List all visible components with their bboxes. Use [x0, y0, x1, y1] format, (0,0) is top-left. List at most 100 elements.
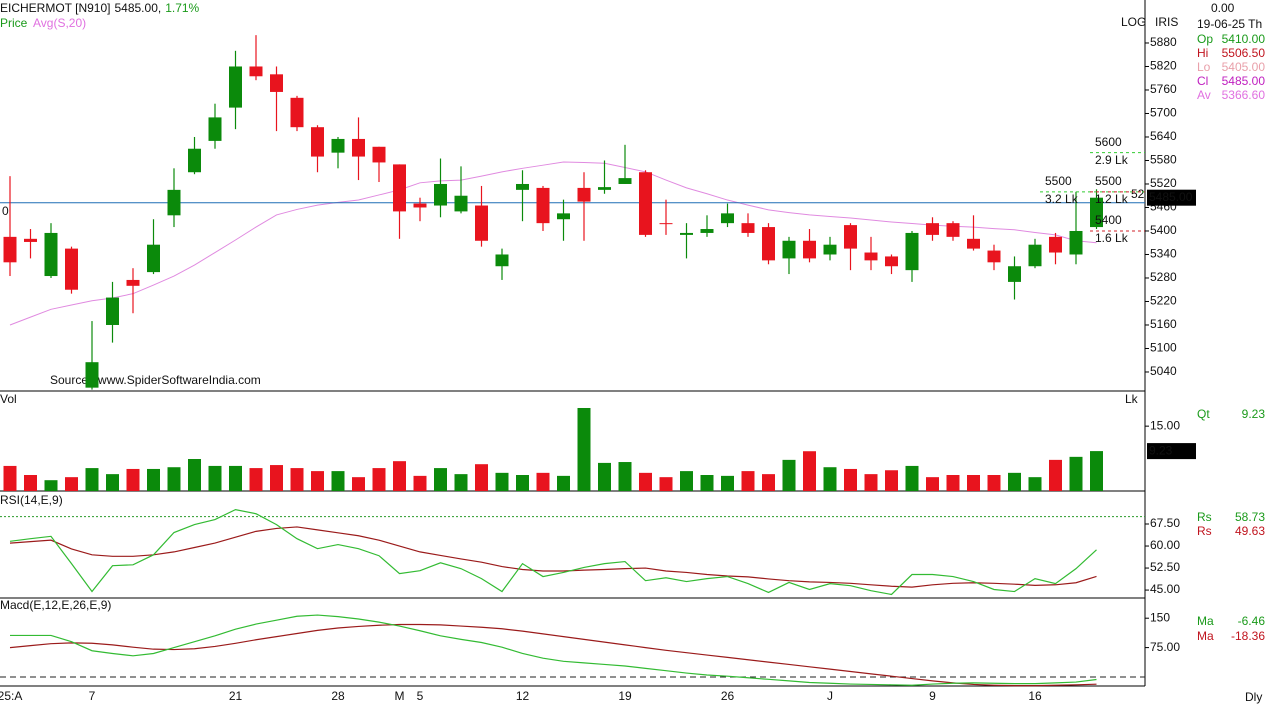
candle-body	[987, 250, 1001, 263]
volume-bar	[885, 470, 898, 491]
candle-body	[598, 187, 611, 190]
y-tick-label: 5700	[1150, 106, 1177, 120]
indicator-line	[9, 623, 1097, 687]
candle-body	[762, 227, 775, 261]
level-volume: 1.2 Lk	[1095, 192, 1129, 206]
price: 5485.00,	[114, 1, 161, 15]
x-tick-label: J	[827, 689, 833, 703]
info-label: Hi	[1197, 46, 1208, 60]
info-value: 5410.00	[1222, 32, 1266, 46]
candle-body	[926, 223, 939, 235]
readout-value: 49.63	[1235, 524, 1265, 538]
volume-bar	[1049, 459, 1062, 491]
volume-bar	[516, 475, 529, 491]
last-price-box	[1147, 189, 1196, 206]
volume-bar	[3, 465, 17, 491]
info-date: 19-06-25 Th	[1197, 17, 1262, 31]
candle-body	[844, 225, 857, 249]
candle-body	[680, 232, 693, 235]
volume-bar	[229, 465, 242, 491]
candle-body	[3, 236, 17, 263]
info-label: Av	[1197, 88, 1211, 102]
level-volume: 2.9 Lk	[1095, 153, 1129, 167]
volume-bar	[495, 472, 509, 491]
candle-body	[434, 183, 447, 206]
y-tick-label: 5580	[1150, 153, 1177, 167]
volume-bar	[946, 475, 960, 491]
volume-bar	[782, 459, 796, 491]
x-tick-label: 26	[721, 689, 735, 703]
volume-bar	[577, 407, 591, 491]
symbol: EICHERMOT [N910]	[0, 1, 110, 15]
candle-body	[577, 187, 591, 202]
volume-bar	[762, 474, 775, 491]
candle-body	[454, 195, 468, 212]
volume-bar	[270, 465, 283, 491]
candle-body	[1028, 244, 1042, 267]
volume-bar	[659, 477, 673, 491]
candle-body	[270, 74, 283, 92]
y-tick-label: 45.00	[1150, 582, 1180, 596]
candle-body	[249, 66, 263, 77]
candle-body	[65, 248, 78, 290]
candle-body	[229, 66, 242, 108]
volume-bar	[967, 475, 980, 491]
volume-bar	[167, 467, 181, 491]
volume-bar	[618, 462, 632, 491]
volume-bar	[188, 459, 201, 491]
readout-value: 9.23	[1242, 407, 1266, 421]
last-price-label: 5485.00	[1149, 190, 1193, 204]
readout-label: Rs	[1197, 524, 1212, 538]
candle-body	[495, 254, 509, 267]
volume-bar	[680, 471, 693, 491]
candle-body	[721, 213, 734, 224]
candle-body	[639, 172, 652, 235]
volume-bar	[44, 480, 58, 491]
level-label: 5400	[1095, 213, 1122, 227]
candle-body	[782, 240, 796, 259]
volume-bar	[147, 468, 160, 491]
readout-label: Rs	[1197, 510, 1212, 524]
candle-body	[516, 183, 529, 190]
candle-body	[536, 187, 550, 224]
volume-bar	[1008, 472, 1021, 491]
volume-bar	[331, 471, 345, 491]
y-tick-label: 5820	[1150, 59, 1177, 73]
candle-body	[24, 238, 37, 242]
candle-body	[618, 178, 632, 184]
info-label: Lo	[1197, 60, 1211, 74]
info-top: 0.00	[1211, 1, 1235, 15]
y-tick-label: 15.00	[1150, 418, 1180, 432]
x-tick-label: 21	[229, 689, 243, 703]
panel-title: RSI(14,E,9)	[0, 493, 63, 507]
candle-body	[1090, 197, 1103, 228]
log-label: LOG	[1121, 15, 1146, 29]
candle-body	[352, 138, 365, 157]
x-tick-label: 28	[331, 689, 345, 703]
volume-bar	[823, 467, 837, 491]
y-tick-label: 150	[1150, 610, 1170, 624]
info-label: Op	[1197, 32, 1213, 46]
candle-body	[700, 229, 714, 233]
x-tick-label: 7	[89, 689, 96, 703]
volume-bar	[65, 477, 78, 491]
volume-bar	[24, 475, 37, 491]
volume-bar	[803, 451, 816, 491]
y-tick-label: 5760	[1150, 82, 1177, 96]
candle-body	[557, 213, 570, 220]
volume-bar	[1028, 477, 1042, 491]
volume-bar	[290, 468, 304, 491]
info-value: 5366.60	[1222, 88, 1266, 102]
candle-body	[823, 244, 837, 255]
volume-bar	[721, 475, 734, 491]
candle-body	[659, 223, 673, 225]
readout-value: -18.36	[1231, 629, 1265, 643]
candle-body	[44, 232, 58, 277]
candle-body	[905, 232, 919, 271]
last-value-label: 9.23	[1149, 443, 1173, 457]
change: 1.71%	[165, 1, 199, 15]
x-tick-label: 16	[1028, 689, 1042, 703]
candle-body	[803, 240, 816, 259]
volume-bar	[639, 472, 652, 491]
